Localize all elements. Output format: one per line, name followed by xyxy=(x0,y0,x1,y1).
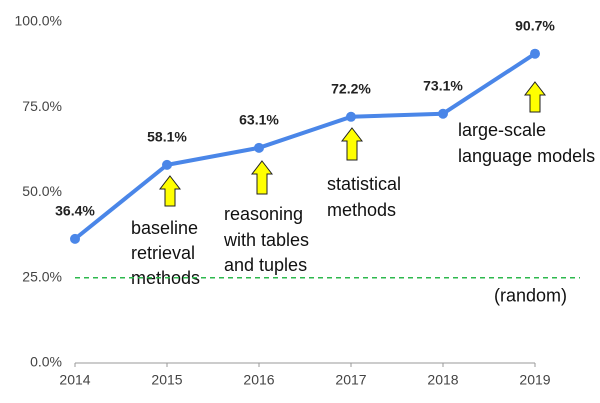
value-label: 90.7% xyxy=(515,17,555,33)
annotation-text: methods xyxy=(327,200,396,220)
annotation-text: language models xyxy=(458,146,595,166)
value-label: 73.1% xyxy=(423,77,463,93)
annotation: reasoning with tables and tuples xyxy=(223,204,309,275)
y-tick-label: 0.0% xyxy=(30,354,62,370)
arrow xyxy=(250,160,274,195)
x-tick-label: 2014 xyxy=(59,372,90,388)
x-tick-label: 2017 xyxy=(335,372,366,388)
annotation-text: and tuples xyxy=(224,255,307,275)
arrow xyxy=(340,127,364,161)
x-tick-label: 2018 xyxy=(427,372,458,388)
y-tick-label: 75.0% xyxy=(22,98,62,114)
annotation: statistical methods xyxy=(327,174,401,220)
x-tick-label: 2016 xyxy=(243,372,274,388)
annotation-text: with tables xyxy=(223,230,309,250)
point xyxy=(346,111,356,122)
point xyxy=(530,48,540,59)
point xyxy=(438,108,448,119)
value-label: 63.1% xyxy=(239,112,279,128)
y-tick-label: 100.0% xyxy=(15,13,62,29)
arrow xyxy=(523,81,547,113)
value-label: 58.1% xyxy=(147,129,187,145)
annotation-text: statistical xyxy=(327,174,401,194)
point xyxy=(162,159,172,170)
annotation-text: retrieval xyxy=(131,243,195,263)
x-tick-label: 2019 xyxy=(519,372,550,388)
arrow xyxy=(158,175,182,207)
line xyxy=(73,52,537,241)
value-label: 72.2% xyxy=(331,81,371,97)
annotation-text: baseline xyxy=(131,218,198,238)
annotation-text: reasoning xyxy=(224,204,303,224)
annotation: large-scale language models xyxy=(458,120,595,166)
y-tick-label: 25.0% xyxy=(22,268,62,284)
value-label: 36.4% xyxy=(55,203,95,219)
point xyxy=(254,142,264,153)
point xyxy=(70,233,80,244)
reference-label: (random) xyxy=(494,286,567,306)
annotation-text: large-scale xyxy=(458,120,546,140)
x-tick-label: 2015 xyxy=(151,372,182,388)
y-tick-label: 50.0% xyxy=(22,183,62,199)
